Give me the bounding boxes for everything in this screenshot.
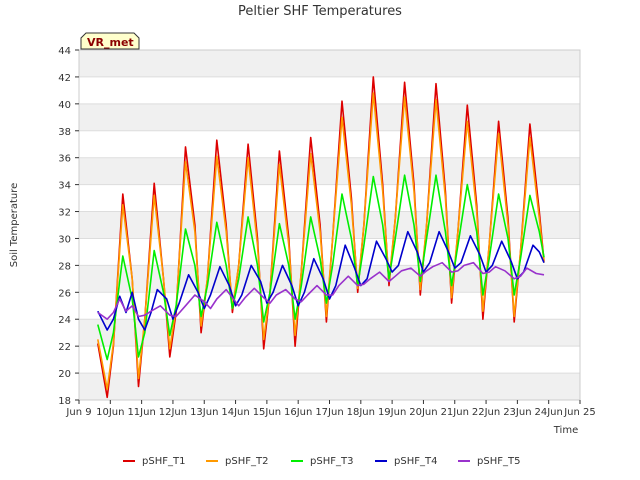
x-tick-label: 11Jun: [127, 407, 155, 418]
y-tick-label: 20: [58, 369, 71, 380]
x-tick-label: Jun 25: [563, 407, 596, 418]
x-tick-label: 21Jun: [441, 407, 469, 418]
x-tick-label: 13Jun: [190, 407, 218, 418]
y-tick-label: 28: [58, 261, 71, 272]
y-tick-label: 22: [58, 342, 71, 353]
x-axis-label: Time: [553, 425, 578, 436]
tag-box: VR_met: [80, 32, 140, 50]
x-tick-label: 22Jun: [472, 407, 500, 418]
grid-band: [79, 211, 580, 239]
legend-label: pSHF_T5: [477, 456, 520, 467]
y-tick-label: 44: [58, 46, 71, 57]
y-tick-label: 40: [58, 100, 71, 111]
y-tick-label: 24: [58, 315, 71, 326]
y-tick-label: 34: [58, 181, 71, 192]
y-tick-label: 42: [58, 73, 71, 84]
x-tick-label: 16Jun: [284, 407, 312, 418]
x-tick-label: 19Jun: [378, 407, 406, 418]
x-axis-ticks: Jun 9 10Jun 11Jun 12Jun 13Jun 14Jun 15Jun 16Jun…: [65, 400, 596, 418]
y-tick-label: 26: [58, 288, 71, 299]
y-tick-label: 36: [58, 154, 71, 165]
series-lines: [97, 76, 545, 399]
grid-band: [79, 319, 580, 347]
tag-shape: [80, 32, 140, 50]
x-tick-label: 15Jun: [253, 407, 281, 418]
grid-band: [79, 50, 580, 77]
x-tick-label: 17Jun: [315, 407, 343, 418]
y-tick-label: 30: [58, 234, 71, 245]
y-axis-label: Soil Temperature: [9, 183, 20, 268]
x-tick-label: Jun 9: [65, 407, 91, 418]
x-tick-label: 14Jun: [221, 407, 249, 418]
legend-label: pSHF_T4: [394, 456, 437, 467]
chart-title: Peltier SHF Temperatures: [238, 4, 402, 19]
grid-band: [79, 103, 580, 131]
x-tick-label: 20Jun: [409, 407, 437, 418]
y-tick-label: 18: [58, 396, 71, 407]
x-tick-label: 24Jun: [535, 407, 563, 418]
legend-label: pSHF_T1: [142, 456, 185, 467]
legend-label: pSHF_T2: [225, 456, 268, 467]
series-line-pSHF_T2: [97, 92, 545, 390]
series-line-pSHF_T4: [97, 230, 545, 331]
x-tick-label: 18Jun: [347, 407, 375, 418]
y-tick-label: 38: [58, 127, 71, 138]
tag-label: VR_met: [87, 36, 134, 49]
legend: pSHF_T1 pSHF_T2 pSHF_T3 pSHF_T4 pSHF_T5: [123, 456, 520, 467]
x-tick-label: 12Jun: [159, 407, 187, 418]
y-tick-label: 32: [58, 208, 71, 219]
x-tick-label: 23Jun: [503, 407, 531, 418]
grid-band: [79, 373, 580, 400]
x-tick-label: 10Jun: [96, 407, 124, 418]
series-line-pSHF_T5: [97, 261, 545, 320]
legend-label: pSHF_T3: [310, 456, 353, 467]
y-axis-ticks: 18 20 22 24 26 28 30 32 34 36 38 40 42 44: [58, 46, 79, 407]
